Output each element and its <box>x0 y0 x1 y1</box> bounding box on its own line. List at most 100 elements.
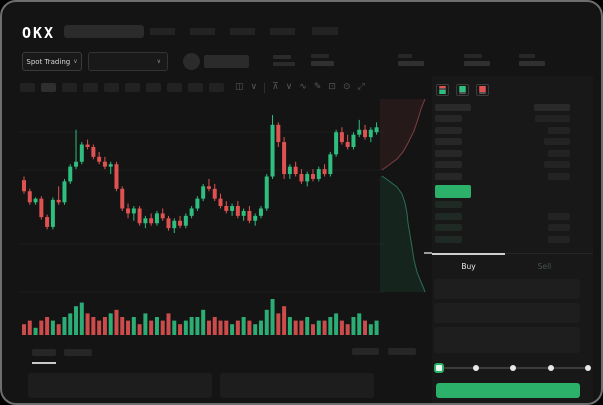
buy-button[interactable] <box>436 383 580 398</box>
candle <box>235 201 240 219</box>
volume-bar <box>241 317 246 335</box>
candle <box>253 213 258 226</box>
ticker-stat <box>398 54 424 66</box>
ask-price-placeholder <box>435 138 462 145</box>
asks-depth-area <box>380 99 425 170</box>
amount-input[interactable] <box>434 303 580 323</box>
line-tool-icon[interactable]: ∿ <box>299 82 307 92</box>
candle <box>85 139 90 150</box>
volume-bar <box>247 320 252 335</box>
candle <box>50 197 55 230</box>
volume-bar <box>97 320 102 335</box>
interval-pill[interactable] <box>209 83 224 92</box>
orders-filter-placeholder[interactable] <box>388 348 416 355</box>
interval-pill[interactable] <box>188 83 203 92</box>
candle <box>224 201 229 214</box>
volume-bar <box>264 309 269 335</box>
volume-bar <box>50 320 55 335</box>
candle <box>79 142 84 165</box>
volume-bar <box>368 324 373 335</box>
tab-sell[interactable]: Sell <box>537 262 552 271</box>
tab-buy[interactable]: Buy <box>461 262 476 271</box>
slider-handle[interactable] <box>434 363 444 373</box>
interval-pill[interactable] <box>62 83 77 92</box>
slider-stop-dot[interactable] <box>510 365 516 371</box>
bid-price-placeholder <box>435 235 462 243</box>
history-tab-placeholder[interactable] <box>64 349 92 356</box>
candle <box>311 169 315 182</box>
nav-item-placeholder[interactable] <box>150 28 175 35</box>
interval-pill[interactable] <box>125 83 140 92</box>
volume-bar <box>316 320 321 335</box>
volume-bar <box>143 313 148 335</box>
bid-price-placeholder <box>435 201 462 208</box>
nav-item-placeholder[interactable] <box>230 28 255 35</box>
ask-price-placeholder <box>435 149 462 157</box>
amount-percent-slider[interactable] <box>432 361 593 375</box>
slider-stop-dot[interactable] <box>547 365 554 371</box>
settings-icon[interactable]: ⊙ <box>342 82 351 92</box>
book-bids-icon[interactable] <box>456 84 469 96</box>
indicator-icon[interactable]: ⊼ <box>272 82 279 92</box>
price-input[interactable] <box>434 279 580 299</box>
candle <box>316 166 321 182</box>
book-asks-icon[interactable] <box>476 84 489 96</box>
interval-pill[interactable] <box>104 83 119 92</box>
interval-pill[interactable] <box>167 83 182 92</box>
orderbook-panel: Buy Sell <box>432 76 593 403</box>
chevron-down-icon[interactable]: ∨ <box>250 82 258 92</box>
volume-bar <box>311 324 315 335</box>
nav-item-placeholder[interactable] <box>312 27 338 35</box>
candle <box>74 129 79 170</box>
candle <box>345 134 350 150</box>
nav-item-placeholder[interactable] <box>270 28 295 35</box>
candle <box>183 213 188 229</box>
candle-style-icon[interactable]: ◫ <box>235 82 244 92</box>
candle <box>27 188 32 205</box>
market-type-selector[interactable]: Spot Trading ∨ <box>22 52 82 71</box>
screenshot-icon[interactable]: ⊡ <box>328 82 336 92</box>
total-input[interactable] <box>434 327 580 353</box>
volume-bar <box>39 320 44 335</box>
volume-bar <box>45 317 50 335</box>
candle <box>230 203 235 216</box>
ask-price-placeholder <box>435 126 462 134</box>
chevron-down-icon[interactable]: ∨ <box>285 82 293 92</box>
bid-price-placeholder <box>435 212 462 220</box>
orders-filter-placeholder[interactable] <box>352 348 379 355</box>
book-both-icon[interactable] <box>436 84 449 96</box>
volume-bar <box>276 313 281 335</box>
ask-price-placeholder <box>435 172 462 180</box>
ask-amount-placeholder <box>535 115 570 122</box>
coin-icon[interactable] <box>183 53 200 70</box>
volume-bar <box>299 320 304 335</box>
candle <box>62 178 67 205</box>
volume-bar <box>102 317 107 335</box>
volume-bar <box>62 317 67 335</box>
volume-bar <box>22 324 26 335</box>
candle <box>368 127 373 143</box>
interval-pill[interactable] <box>83 83 98 92</box>
volume-bar <box>293 320 298 335</box>
last-price-badge[interactable] <box>435 185 471 198</box>
pair-dropdown[interactable]: ∨ <box>88 52 168 71</box>
slider-stop-dot[interactable] <box>585 365 591 371</box>
nav-item-placeholder[interactable] <box>190 28 215 35</box>
interval-pill[interactable] <box>41 83 56 92</box>
orders-tab-placeholder[interactable] <box>32 349 56 356</box>
divider <box>264 82 266 93</box>
slider-stop-dot[interactable] <box>472 365 479 371</box>
candle <box>328 151 333 177</box>
candle <box>339 127 344 145</box>
fullscreen-icon[interactable]: ⤢ <box>357 82 365 92</box>
candle <box>299 169 304 184</box>
interval-pill[interactable] <box>146 83 161 92</box>
interval-pill[interactable] <box>20 83 35 92</box>
draw-tool-icon[interactable]: ✎ <box>313 82 322 92</box>
candle <box>247 206 252 224</box>
search-input[interactable] <box>64 25 144 38</box>
candle <box>33 197 38 205</box>
candle <box>287 164 292 179</box>
orders-table-placeholder <box>28 373 212 398</box>
price-column-header <box>435 104 471 111</box>
